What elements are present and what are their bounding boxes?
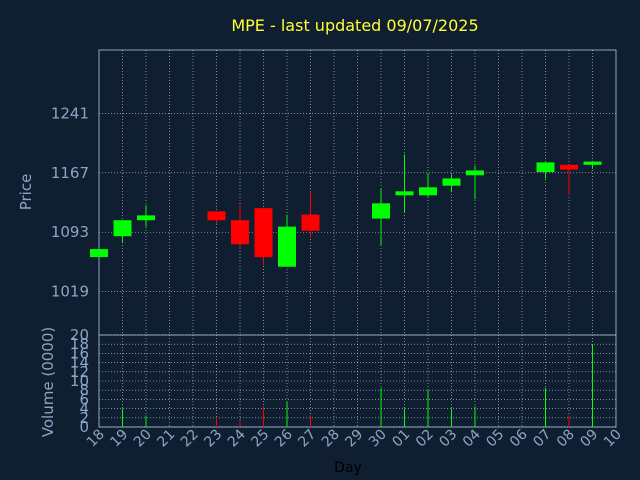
- x-tick-label: 30: [366, 427, 390, 451]
- price-axis-label: Price: [17, 174, 35, 211]
- x-tick-label: 01: [389, 427, 413, 451]
- x-tick-label: 06: [507, 426, 531, 450]
- candle-body: [113, 220, 132, 237]
- x-tick-label: 24: [225, 426, 249, 450]
- price-tick-label: 1167: [51, 164, 89, 182]
- x-tick-label: 08: [554, 427, 578, 451]
- x-tick-label: 23: [201, 427, 225, 451]
- x-tick-label: 19: [107, 427, 131, 451]
- volume-tick-label: 16: [70, 344, 89, 362]
- volume-tick-label: 12: [70, 363, 89, 381]
- x-tick-label: 07: [530, 427, 554, 451]
- price-tick-label: 1241: [51, 104, 89, 122]
- volume-tick-label: 10: [70, 372, 89, 390]
- x-tick-label: 27: [295, 427, 319, 451]
- candle-body: [536, 162, 555, 173]
- candle-body: [137, 215, 155, 221]
- x-tick-label: 26: [272, 426, 296, 450]
- candle-body: [278, 226, 296, 267]
- price-tick-label: 1019: [51, 283, 89, 301]
- volume-tick-label: 6: [79, 390, 89, 408]
- volume-tick-label: 8: [79, 381, 89, 399]
- candle-body: [466, 170, 484, 176]
- candle-body: [207, 211, 226, 221]
- volume-tick-label: 4: [79, 400, 89, 418]
- x-tick-label: 29: [342, 427, 366, 451]
- x-tick-label: 09: [577, 427, 601, 451]
- x-tick-label: 02: [413, 427, 437, 451]
- candle-body: [90, 249, 108, 258]
- x-tick-label: 20: [131, 427, 155, 451]
- volume-tick-label: 0: [79, 418, 89, 436]
- candle-body: [419, 187, 437, 196]
- volume-tick-label: 2: [79, 409, 89, 427]
- x-axis: 18 19 20 21 22 23 24 25 26 27 28 29 30 01 02 03 04 05 06 07…: [84, 426, 625, 450]
- volume-axis-label: Volume (0000): [39, 327, 57, 437]
- x-tick-label: 21: [154, 427, 178, 451]
- candle-body: [254, 208, 273, 258]
- x-axis-label: Day: [334, 460, 362, 476]
- candle-body: [301, 214, 320, 231]
- x-tick-label: 28: [319, 427, 343, 451]
- candle-body: [583, 161, 602, 165]
- x-tick-label: 03: [436, 427, 460, 451]
- x-tick-label: 25: [248, 427, 272, 451]
- volume-tick-label: 18: [70, 335, 89, 353]
- chart-title: MPE - last updated 09/07/2025: [231, 16, 478, 35]
- candle-body: [395, 191, 414, 196]
- price-panel: 1019 1093 1167 1241: [51, 49, 617, 336]
- candle-body: [231, 220, 249, 245]
- volume-tick-label: 14: [70, 354, 89, 372]
- x-tick-label: 10: [601, 427, 625, 451]
- x-tick-label: 05: [483, 427, 507, 451]
- candle-body: [560, 164, 578, 170]
- volume-tick-label: 20: [70, 326, 89, 344]
- price-tick-label: 1093: [51, 223, 89, 241]
- candle-body: [372, 203, 390, 219]
- x-tick-label: 04: [460, 426, 484, 450]
- x-tick-label: 22: [178, 427, 202, 451]
- candle-body: [442, 178, 461, 186]
